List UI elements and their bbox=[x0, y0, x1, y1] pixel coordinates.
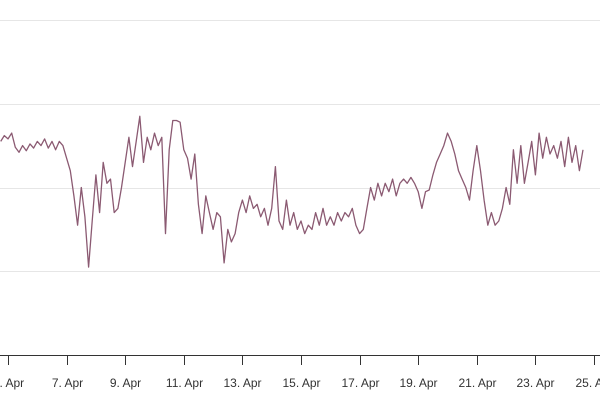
x-axis-ticks bbox=[8, 355, 595, 365]
x-tick-label-2: 9. Apr bbox=[110, 376, 141, 390]
x-tick-label-3: 11. Apr bbox=[166, 376, 203, 390]
series-line bbox=[0, 115, 584, 268]
x-tick-label-5: 15. Apr bbox=[282, 376, 320, 390]
x-tick-label-1: 7. Apr bbox=[52, 376, 83, 390]
x-tick-label-6: 17. Apr bbox=[341, 376, 379, 390]
x-axis-tick-labels: 5. Apr 7. Apr 9. Apr 11. Apr 13. Apr 15. Apr 1… bbox=[0, 376, 600, 390]
x-tick-label-4: 13. Apr bbox=[223, 376, 261, 390]
x-tick-label-10: 25. Apr bbox=[575, 376, 600, 390]
x-tick-label-0: 5. Apr bbox=[0, 376, 24, 390]
grid-lines bbox=[0, 20, 600, 272]
x-tick-label-7: 19. Apr bbox=[399, 376, 437, 390]
x-tick-label-9: 23. Apr bbox=[516, 376, 554, 390]
x-tick-label-8: 21. Apr bbox=[458, 376, 496, 390]
